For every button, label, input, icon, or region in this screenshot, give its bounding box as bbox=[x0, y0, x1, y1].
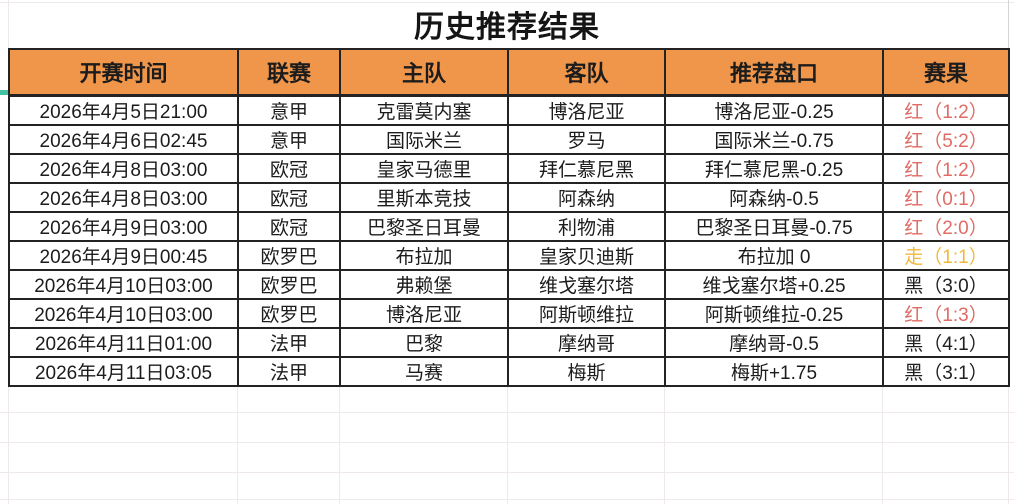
cell-league[interactable]: 欧罗巴 bbox=[239, 242, 341, 271]
cell-away[interactable]: 摩纳哥 bbox=[509, 329, 666, 358]
gridline bbox=[507, 385, 508, 504]
cell-time[interactable]: 2026年4月5日21:00 bbox=[10, 97, 239, 126]
cell-result[interactable]: 黑（3:1） bbox=[884, 358, 1010, 387]
cell-away[interactable]: 皇家贝迪斯 bbox=[509, 242, 666, 271]
cell-away[interactable]: 博洛尼亚 bbox=[509, 97, 666, 126]
cell-home[interactable]: 马赛 bbox=[341, 358, 509, 387]
cell-time[interactable]: 2026年4月8日03:00 bbox=[10, 155, 239, 184]
cell-league[interactable]: 法甲 bbox=[239, 358, 341, 387]
table-row: 2026年4月8日03:00 欧冠 里斯本竞技 阿森纳 阿森纳-0.5 红（0:1） bbox=[10, 184, 1010, 213]
table-row: 2026年4月10日03:00 欧罗巴 弗赖堡 维戈塞尔塔 维戈塞尔塔+0.25 黑（3:… bbox=[10, 271, 1010, 300]
cell-result[interactable]: 黑（4:1） bbox=[884, 329, 1010, 358]
column-header-league[interactable]: 联赛 bbox=[239, 50, 341, 97]
gridline bbox=[8, 385, 9, 504]
cell-league[interactable]: 法甲 bbox=[239, 329, 341, 358]
selection-tick bbox=[0, 90, 8, 95]
cell-result[interactable]: 红（5:2） bbox=[884, 126, 1010, 155]
table-row: 2026年4月11日01:00 法甲 巴黎 摩纳哥 摩纳哥-0.5 黑（4:1） bbox=[10, 329, 1010, 358]
cell-home[interactable]: 弗赖堡 bbox=[341, 271, 509, 300]
cell-home[interactable]: 巴黎 bbox=[341, 329, 509, 358]
table-row: 2026年4月9日03:00 欧冠 巴黎圣日耳曼 利物浦 巴黎圣日耳曼-0.75 红（2:… bbox=[10, 213, 1010, 242]
gridline bbox=[339, 385, 340, 504]
column-header-home[interactable]: 主队 bbox=[341, 50, 509, 97]
table-row: 2026年4月6日02:45 意甲 国际米兰 罗马 国际米兰-0.75 红（5:2） bbox=[10, 126, 1010, 155]
cell-away[interactable]: 阿森纳 bbox=[509, 184, 666, 213]
cell-away[interactable]: 拜仁慕尼黑 bbox=[509, 155, 666, 184]
cell-home[interactable]: 里斯本竞技 bbox=[341, 184, 509, 213]
cell-handicap[interactable]: 阿森纳-0.5 bbox=[666, 184, 884, 213]
table-row: 2026年4月9日00:45 欧罗巴 布拉加 皇家贝迪斯 布拉加 0 走（1:1） bbox=[10, 242, 1010, 271]
table-body: 2026年4月5日21:00 意甲 克雷莫内塞 博洛尼亚 博洛尼亚-0.25 红（1:2）… bbox=[10, 97, 1010, 387]
cell-home[interactable]: 克雷莫内塞 bbox=[341, 97, 509, 126]
gridline bbox=[1008, 385, 1009, 504]
cell-away[interactable]: 维戈塞尔塔 bbox=[509, 271, 666, 300]
cell-league[interactable]: 欧罗巴 bbox=[239, 271, 341, 300]
cell-time[interactable]: 2026年4月10日03:00 bbox=[10, 300, 239, 329]
cell-time[interactable]: 2026年4月11日03:05 bbox=[10, 358, 239, 387]
results-table: 开赛时间 联赛 主队 客队 推荐盘口 赛果 2026年4月5日21:00 意甲 克雷莫内塞 博洛… bbox=[8, 48, 1010, 387]
cell-away[interactable]: 罗马 bbox=[509, 126, 666, 155]
gridline bbox=[882, 385, 883, 504]
cell-away[interactable]: 利物浦 bbox=[509, 213, 666, 242]
cell-result[interactable]: 红（2:0） bbox=[884, 213, 1010, 242]
column-header-time[interactable]: 开赛时间 bbox=[10, 50, 239, 97]
gridline bbox=[237, 385, 238, 504]
cell-time[interactable]: 2026年4月6日02:45 bbox=[10, 126, 239, 155]
cell-time[interactable]: 2026年4月11日01:00 bbox=[10, 329, 239, 358]
cell-time[interactable]: 2026年4月9日03:00 bbox=[10, 213, 239, 242]
cell-home[interactable]: 皇家马德里 bbox=[341, 155, 509, 184]
table-row: 2026年4月11日03:05 法甲 马赛 梅斯 梅斯+1.75 黑（3:1） bbox=[10, 358, 1010, 387]
cell-result[interactable]: 红（1:2） bbox=[884, 155, 1010, 184]
gridline bbox=[1008, 0, 1009, 48]
column-header-result[interactable]: 赛果 bbox=[884, 50, 1010, 97]
gridline bbox=[0, 2, 1014, 3]
column-header-away[interactable]: 客队 bbox=[509, 50, 666, 97]
column-header-handicap[interactable]: 推荐盘口 bbox=[666, 50, 884, 97]
cell-handicap[interactable]: 维戈塞尔塔+0.25 bbox=[666, 271, 884, 300]
cell-league[interactable]: 欧罗巴 bbox=[239, 300, 341, 329]
cell-handicap[interactable]: 拜仁慕尼黑-0.25 bbox=[666, 155, 884, 184]
cell-result[interactable]: 走（1:1） bbox=[884, 242, 1010, 271]
cell-time[interactable]: 2026年4月9日00:45 bbox=[10, 242, 239, 271]
cell-league[interactable]: 欧冠 bbox=[239, 184, 341, 213]
table-row: 2026年4月10日03:00 欧罗巴 博洛尼亚 阿斯顿维拉 阿斯顿维拉-0.25 红（1… bbox=[10, 300, 1010, 329]
cell-handicap[interactable]: 阿斯顿维拉-0.25 bbox=[666, 300, 884, 329]
cell-handicap[interactable]: 布拉加 0 bbox=[666, 242, 884, 271]
cell-result[interactable]: 黑（3:0） bbox=[884, 271, 1010, 300]
cell-result[interactable]: 红（0:1） bbox=[884, 184, 1010, 213]
cell-home[interactable]: 国际米兰 bbox=[341, 126, 509, 155]
table-row: 2026年4月8日03:00 欧冠 皇家马德里 拜仁慕尼黑 拜仁慕尼黑-0.25 红（1:… bbox=[10, 155, 1010, 184]
cell-handicap[interactable]: 梅斯+1.75 bbox=[666, 358, 884, 387]
gridline bbox=[664, 385, 665, 504]
cell-handicap[interactable]: 国际米兰-0.75 bbox=[666, 126, 884, 155]
cell-home[interactable]: 博洛尼亚 bbox=[341, 300, 509, 329]
cell-league[interactable]: 欧冠 bbox=[239, 213, 341, 242]
cell-handicap[interactable]: 博洛尼亚-0.25 bbox=[666, 97, 884, 126]
cell-result[interactable]: 红（1:3） bbox=[884, 300, 1010, 329]
cell-handicap[interactable]: 摩纳哥-0.5 bbox=[666, 329, 884, 358]
cell-home[interactable]: 布拉加 bbox=[341, 242, 509, 271]
cell-time[interactable]: 2026年4月8日03:00 bbox=[10, 184, 239, 213]
cell-time[interactable]: 2026年4月10日03:00 bbox=[10, 271, 239, 300]
table-row: 2026年4月5日21:00 意甲 克雷莫内塞 博洛尼亚 博洛尼亚-0.25 红（1:2） bbox=[10, 97, 1010, 126]
cell-result[interactable]: 红（1:2） bbox=[884, 97, 1010, 126]
page-title: 历史推荐结果 bbox=[414, 11, 600, 44]
cell-league[interactable]: 意甲 bbox=[239, 126, 341, 155]
cell-home[interactable]: 巴黎圣日耳曼 bbox=[341, 213, 509, 242]
cell-league[interactable]: 意甲 bbox=[239, 97, 341, 126]
cell-away[interactable]: 阿斯顿维拉 bbox=[509, 300, 666, 329]
table-header-row: 开赛时间 联赛 主队 客队 推荐盘口 赛果 bbox=[10, 50, 1010, 97]
cell-handicap[interactable]: 巴黎圣日耳曼-0.75 bbox=[666, 213, 884, 242]
gridline bbox=[8, 0, 9, 48]
cell-league[interactable]: 欧冠 bbox=[239, 155, 341, 184]
cell-away[interactable]: 梅斯 bbox=[509, 358, 666, 387]
